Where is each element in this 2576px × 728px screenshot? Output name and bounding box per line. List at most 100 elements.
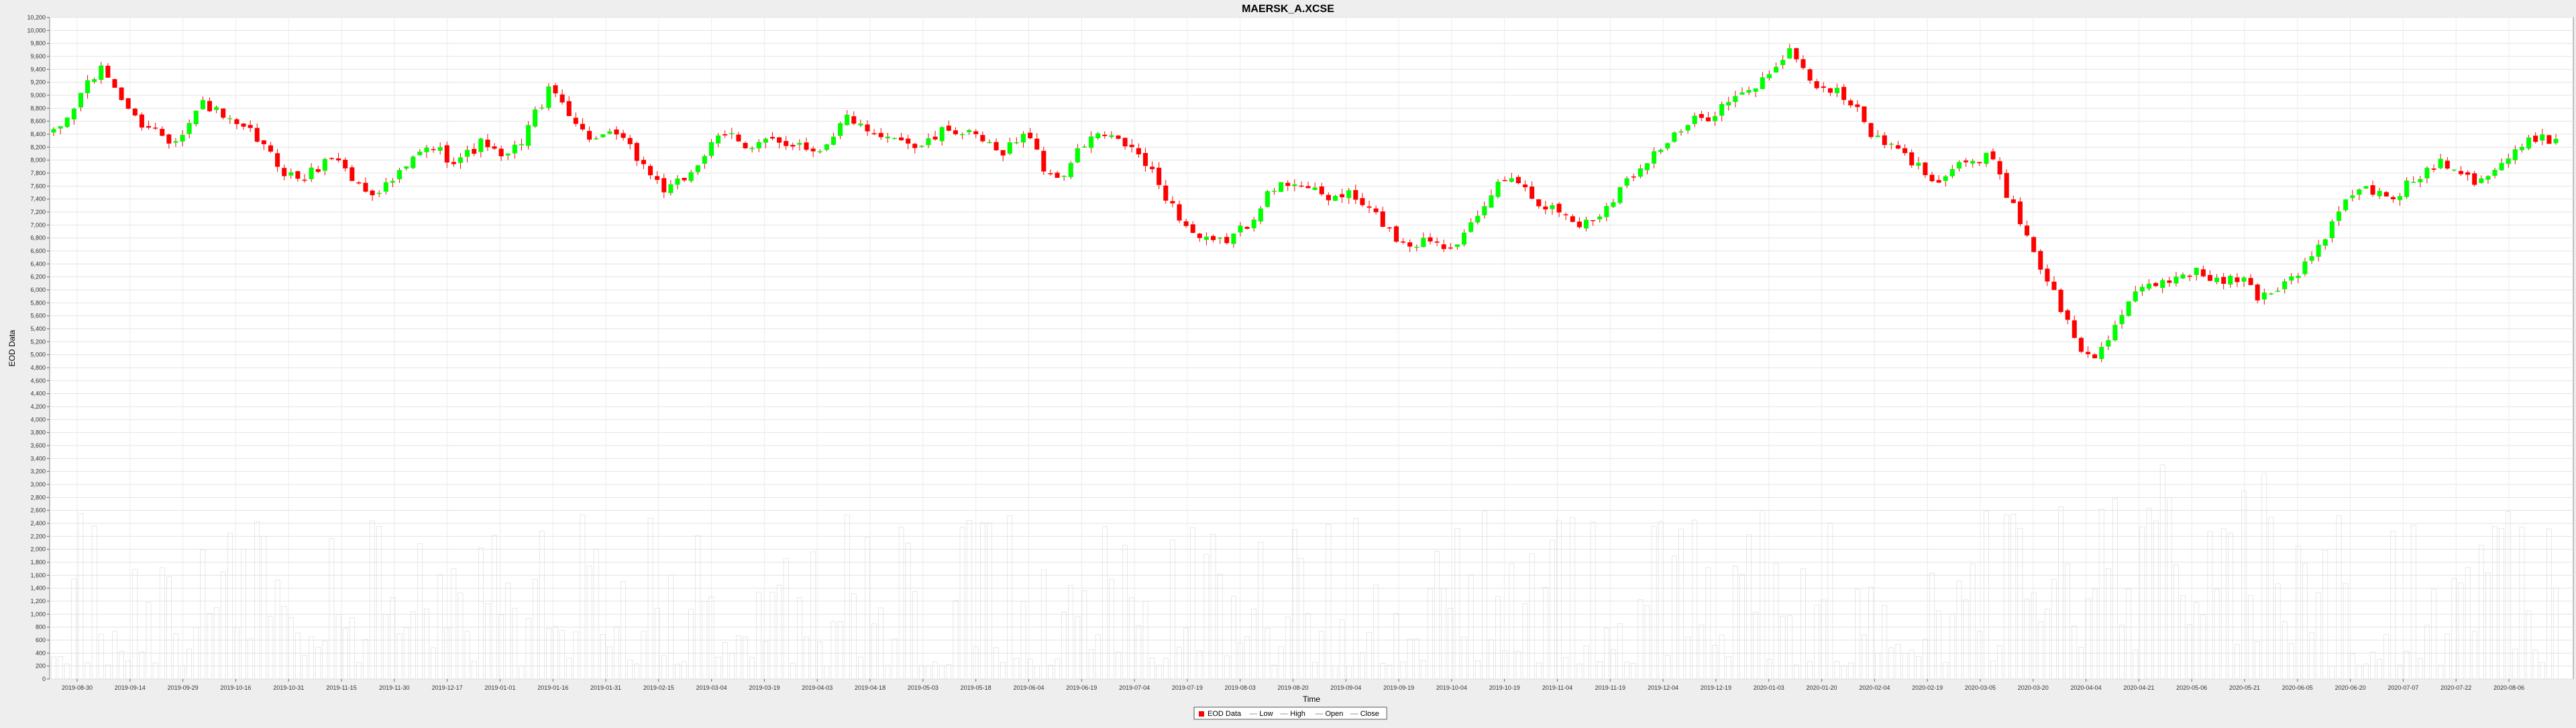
candle-body — [797, 143, 802, 145]
volume-bar — [824, 666, 830, 680]
volume-bar — [932, 662, 938, 680]
volume-bar — [702, 601, 708, 680]
candle-body — [1875, 136, 1880, 138]
candle-body — [1454, 244, 1460, 248]
candle-body — [383, 182, 388, 192]
y-tick-label: 7,200 — [30, 209, 46, 215]
volume-bar — [146, 602, 152, 680]
volume-bar — [865, 537, 870, 680]
candle-body — [1522, 184, 1528, 188]
volume-bar — [1807, 661, 1813, 680]
volume-bar — [1210, 533, 1216, 680]
volume-bar — [1014, 658, 1020, 680]
volume-bar — [471, 661, 477, 680]
y-tick-label: 3,000 — [30, 481, 46, 488]
x-tick-label: 2020-03-20 — [2018, 684, 2049, 691]
candle-body — [132, 108, 138, 116]
y-tick-label: 9,400 — [30, 66, 46, 72]
y-tick-label: 4,600 — [30, 377, 46, 384]
candle-body — [1814, 81, 1819, 89]
volume-bar — [1854, 589, 1860, 680]
x-tick-label: 2019-10-31 — [273, 684, 304, 691]
candle-body — [356, 182, 362, 184]
candle-body — [2357, 189, 2362, 195]
candle-body — [1000, 150, 1006, 156]
volume-bar — [994, 647, 999, 680]
candle-body — [1428, 237, 1433, 242]
candle-body — [160, 129, 165, 136]
volume-bar — [953, 600, 959, 680]
candle-body — [2092, 354, 2098, 358]
candle-body — [2329, 221, 2334, 239]
candle-body — [1773, 66, 1779, 72]
candle-body — [1766, 74, 1772, 79]
candle-body — [1705, 117, 1711, 121]
x-tick-label: 2019-12-17 — [432, 684, 463, 691]
legend-swatch — [1199, 711, 1204, 717]
y-tick-label: 600 — [36, 637, 46, 643]
candle-body — [2383, 192, 2389, 197]
y-tick-label: 5,200 — [30, 338, 46, 345]
candle-body — [627, 138, 633, 144]
volume-bar — [1794, 664, 1799, 680]
volume-bar — [2431, 589, 2436, 680]
volume-bar — [858, 656, 863, 680]
volume-bar — [1936, 611, 1941, 680]
volume-bar — [668, 574, 674, 680]
candle-body — [1827, 88, 1833, 93]
volume-bar — [1963, 599, 1969, 680]
candle-body — [2126, 301, 2131, 316]
volume-bar — [2302, 563, 2308, 680]
volume-bar — [1048, 665, 1053, 680]
x-tick-label: 2020-06-20 — [2335, 684, 2366, 691]
volume-bar — [2255, 641, 2261, 680]
candle-body — [1644, 163, 1650, 170]
candle-body — [959, 134, 965, 136]
candle-body — [261, 140, 266, 144]
x-tick-label: 2019-02-15 — [643, 684, 674, 691]
candle-body — [539, 107, 545, 109]
volume-bar — [2485, 572, 2491, 680]
candle-body — [2106, 340, 2111, 347]
candle-body — [1129, 144, 1134, 148]
candle-body — [1753, 88, 1758, 92]
candle-body — [1238, 225, 1243, 233]
candle-body — [729, 133, 735, 135]
candle-body — [2546, 135, 2552, 144]
candle-body — [1576, 221, 1582, 227]
x-tick-label: 2019-08-03 — [1225, 684, 1256, 691]
volume-bar — [1766, 659, 1772, 680]
candle-body — [1652, 151, 1657, 164]
candle-body — [838, 123, 843, 136]
x-tick-label: 2019-09-29 — [168, 684, 199, 691]
volume-bar — [417, 543, 423, 680]
candle-body — [546, 86, 551, 108]
y-tick-label: 8,400 — [30, 131, 46, 138]
candle-body — [1265, 191, 1270, 207]
volume-bar — [1203, 554, 1210, 680]
volume-bar — [980, 522, 985, 680]
x-tick-label: 2019-11-19 — [1595, 684, 1625, 691]
volume-bar — [1461, 637, 1467, 680]
volume-bar — [220, 571, 226, 680]
volume-bar — [987, 523, 992, 680]
y-tick-label: 5,600 — [30, 313, 46, 319]
volume-bar — [241, 549, 246, 680]
volume-bar — [512, 608, 518, 680]
volume-bar — [1976, 631, 1982, 680]
candle-body — [1997, 161, 2002, 174]
volume-bar — [1719, 634, 1725, 680]
y-tick-label: 8,600 — [30, 118, 46, 125]
candle-body — [1279, 182, 1284, 192]
volume-bar — [539, 531, 545, 680]
candle-body — [1699, 113, 1704, 118]
candle-body — [1489, 195, 1494, 208]
volume-bar — [1570, 517, 1576, 680]
volume-bar — [1821, 599, 1827, 680]
volume-bar — [1428, 588, 1433, 680]
x-axis-label: Time — [1303, 694, 1321, 704]
candle-body — [207, 101, 213, 111]
volume-bar — [892, 638, 898, 680]
candle-body — [1407, 242, 1413, 247]
volume-bar — [1109, 579, 1114, 680]
